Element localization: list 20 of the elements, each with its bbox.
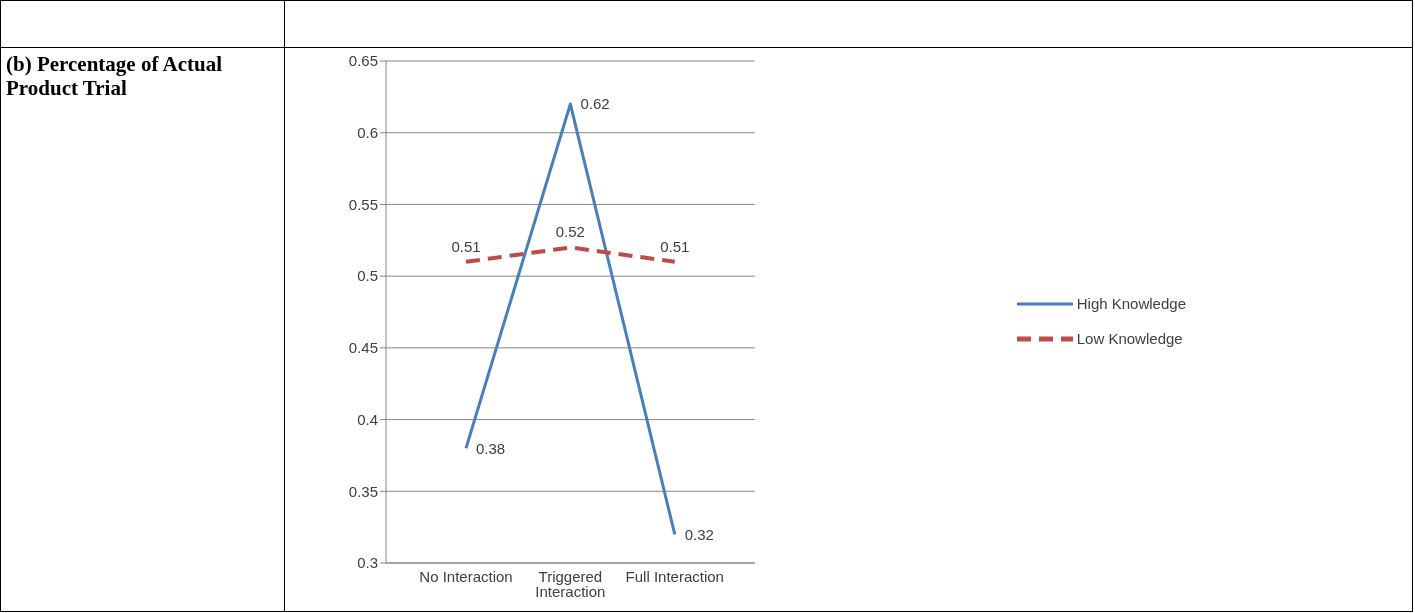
data-label: 0.51 [660,237,690,255]
x-tick-label: Full Interaction [625,567,724,585]
y-tick-label: 0.3 [357,554,378,572]
data-label: 0.52 [555,223,585,241]
data-label: 0.38 [476,439,506,457]
x-tick-label: No Interaction [419,567,513,585]
y-tick-label: 0.65 [348,52,378,70]
legend-label: Low Knowledge [1076,330,1183,347]
data-label: 0.32 [684,525,714,543]
x-tick-label: Triggered Interaction [535,567,606,600]
legend-label: High Knowledge [1076,295,1186,312]
y-tick-label: 0.4 [357,410,378,428]
text: (b) Percentage of Actual Product Trial [6,52,223,100]
data-label: 0.62 [580,95,610,113]
data-label: 0.51 [451,237,481,255]
y-tick-label: 0.5 [357,267,378,285]
y-tick-label: 0.45 [348,339,378,357]
y-tick-label: 0.35 [348,482,378,500]
y-tick-label: 0.6 [357,124,378,142]
y-tick-label: 0.55 [348,195,378,213]
